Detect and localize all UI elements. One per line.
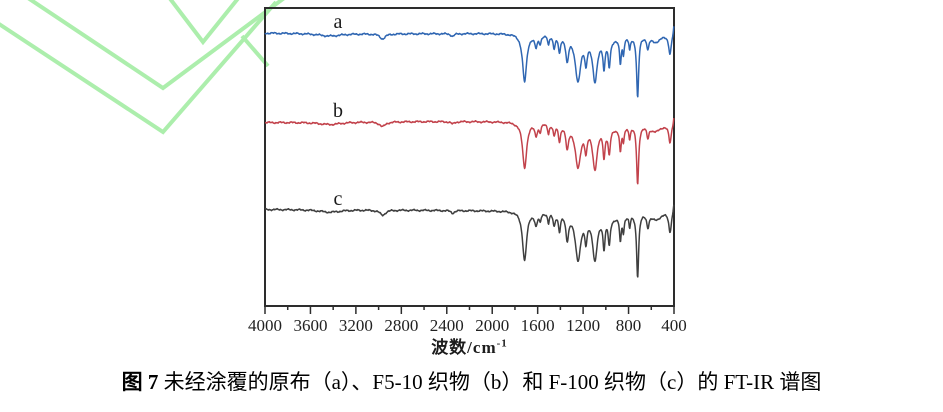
figure-caption: 图 7 未经涂覆的原布（a）、F5-10 织物（b）和 F-100 织物（c）的… bbox=[0, 366, 943, 396]
watermark-line bbox=[0, 0, 278, 135]
spectra-plot: 4000 3600 3200 2800 2400 2000 1600 1200 800 400 a b… bbox=[248, 7, 687, 335]
x-axis-tick-label: 2000 bbox=[475, 316, 509, 335]
x-axis-tick-label: 1600 bbox=[521, 316, 555, 335]
x-axis-tick-label: 1200 bbox=[566, 316, 600, 335]
spectrum-curve-a bbox=[264, 26, 675, 98]
x-axis-tick-label: 3600 bbox=[293, 316, 327, 335]
watermark-line bbox=[240, 34, 270, 68]
spectrum-curve-b bbox=[264, 118, 675, 185]
x-axis-label: 波数/cm-1 bbox=[265, 333, 674, 358]
x-axis-label-text: 波数/cm bbox=[431, 338, 497, 357]
x-axis-tick-label: 4000 bbox=[248, 316, 282, 335]
curve-label-a: a bbox=[334, 11, 343, 33]
x-axis-tick-label: 2800 bbox=[384, 316, 418, 335]
curve-label-b: b bbox=[333, 100, 343, 122]
x-axis-tick-label: 800 bbox=[616, 316, 642, 335]
x-axis-tick-label: 2400 bbox=[430, 316, 464, 335]
figure-number: 图 7 bbox=[121, 370, 159, 394]
x-axis-tick-label: 3200 bbox=[339, 316, 373, 335]
curve-label-c: c bbox=[334, 188, 343, 210]
spectrum-curve-c bbox=[264, 204, 675, 278]
watermark-pattern bbox=[0, 0, 285, 135]
x-axis-label-superscript: -1 bbox=[496, 337, 508, 350]
x-axis-tick-label: 400 bbox=[661, 316, 687, 335]
watermark-line bbox=[27, 0, 285, 91]
plot-frame bbox=[264, 7, 675, 307]
watermark-line bbox=[168, 0, 240, 46]
figure-caption-text: 未经涂覆的原布（a）、F5-10 织物（b）和 F-100 织物（c）的 FT-… bbox=[163, 370, 822, 394]
